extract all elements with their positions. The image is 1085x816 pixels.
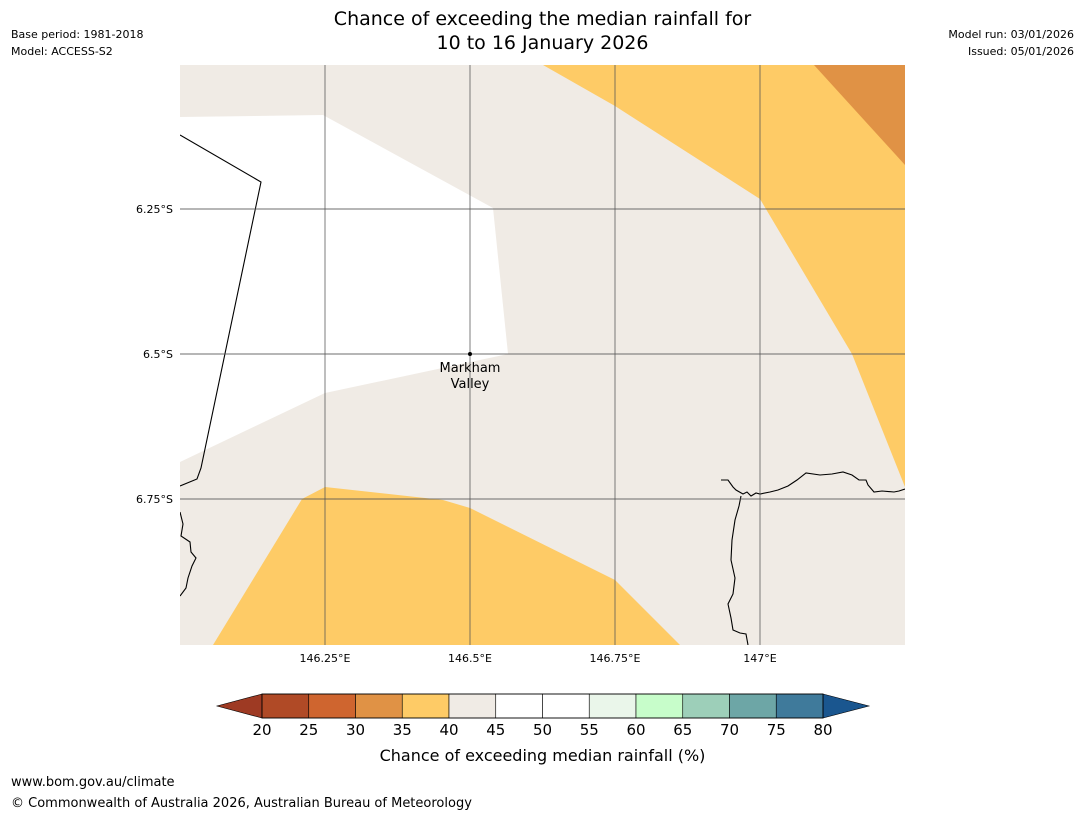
colorbar-tick-label: 80 xyxy=(813,721,832,739)
issued-text: Issued: 05/01/2026 xyxy=(967,45,1074,58)
colorbar-tick-label: 65 xyxy=(673,721,692,739)
latitude-label-6-5s: 6.5°S xyxy=(143,348,173,361)
colorbar-segment xyxy=(588,693,637,719)
colorbar-segment xyxy=(682,693,730,719)
colorbar-segment xyxy=(355,693,403,719)
colorbar-segment xyxy=(448,693,497,719)
band-30-35-region xyxy=(814,65,905,165)
colorbar-segment xyxy=(635,693,684,719)
colorbar-tick-label: 20 xyxy=(252,721,271,739)
colorbar-segment xyxy=(729,693,777,719)
colorbar-segment xyxy=(401,693,450,719)
longitude-label-146-25e: 146.25°E xyxy=(300,652,351,665)
model-text: Model: ACCESS-S2 xyxy=(11,45,113,58)
longitude-label-147e: 147°E xyxy=(743,652,776,665)
colorbar-segments xyxy=(261,693,824,719)
band-35-40-region-northeast xyxy=(543,65,905,487)
place-label-line-2: Valley xyxy=(451,377,490,392)
colorbar-tick-label: 75 xyxy=(767,721,786,739)
colorbar-tick-label: 45 xyxy=(486,721,505,739)
colorbar-tick-label: 70 xyxy=(720,721,739,739)
footer-copyright: © Commonwealth of Australia 2026, Austra… xyxy=(11,796,472,811)
model-run-text: Model run: 03/01/2026 xyxy=(948,28,1074,41)
colorbar-segment xyxy=(308,693,356,719)
colorbar-over-arrow xyxy=(822,693,871,719)
colorbar-tick-labels: 20 25 30 35 40 45 50 55 60 65 70 75 80 xyxy=(252,721,832,739)
coastline xyxy=(180,134,905,645)
colorbar-tick-label: 40 xyxy=(439,721,458,739)
title-line-1: Chance of exceeding the median rainfall … xyxy=(333,8,752,30)
colorbar-segment xyxy=(261,693,310,719)
metadata-left: Base period: 1981-2018 Model: ACCESS-S2 xyxy=(11,26,143,60)
colorbar-segment xyxy=(542,693,590,719)
colorbar-under-arrow xyxy=(215,693,263,719)
colorbar: 20 25 30 35 40 45 50 55 60 65 70 75 80 xyxy=(215,693,871,739)
colorbar-segment xyxy=(775,693,824,719)
colorbar-segment xyxy=(495,693,543,719)
map-area xyxy=(180,65,905,645)
graticule xyxy=(180,65,905,645)
map-title: Chance of exceeding the median rainfall … xyxy=(0,7,1085,55)
markham-valley-marker xyxy=(468,352,472,356)
colorbar-tick-label: 50 xyxy=(533,721,552,739)
place-label-line-1: Markham xyxy=(440,361,501,376)
colorbar-tick-label: 30 xyxy=(346,721,365,739)
latitude-label-6-75s: 6.75°S xyxy=(136,493,173,506)
colorbar-tick-label: 25 xyxy=(299,721,318,739)
colorbar-title: Chance of exceeding median rainfall (%) xyxy=(379,746,706,765)
latitude-label-6-25s: 6.25°S xyxy=(136,203,173,216)
colorbar-tick-label: 60 xyxy=(626,721,645,739)
colorbar-tick-label: 55 xyxy=(580,721,599,739)
longitude-label-146-75e: 146.75°E xyxy=(590,652,641,665)
band-35-40-region-south xyxy=(213,487,680,645)
colorbar-outline xyxy=(261,693,824,719)
title-line-2: 10 to 16 January 2026 xyxy=(436,32,649,54)
band-45-55-region xyxy=(180,115,508,462)
colorbar-tick-label: 35 xyxy=(393,721,412,739)
footer-url[interactable]: www.bom.gov.au/climate xyxy=(11,775,175,790)
base-period-text: Base period: 1981-2018 xyxy=(11,28,144,41)
metadata-right: Model run: 03/01/2026 Issued: 05/01/2026 xyxy=(948,26,1074,60)
longitude-label-146-5e: 146.5°E xyxy=(448,652,492,665)
